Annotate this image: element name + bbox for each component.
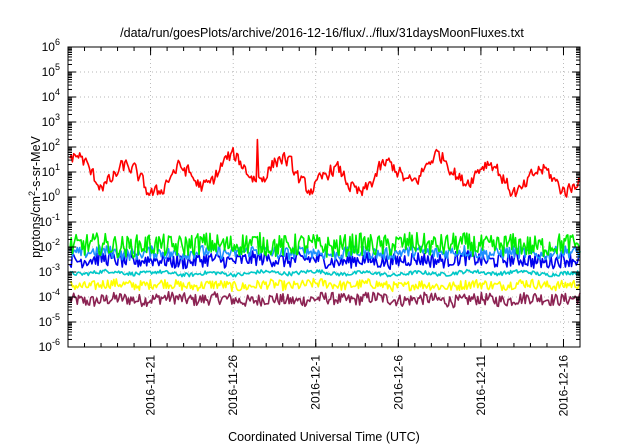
series-line — [69, 290, 581, 309]
data-series — [69, 138, 581, 309]
chart-title: /data/run/goesPlots/archive/2016-12-16/f… — [120, 26, 524, 40]
series-line — [69, 138, 581, 198]
y-tick-label: 103 — [42, 112, 60, 129]
y-tick-label: 106 — [42, 37, 60, 54]
y-axis-label: protons/cm2-s-sr-MeV — [27, 135, 43, 257]
x-tick-label: 2016-12-1 — [309, 355, 323, 410]
x-tick-label: 2016-12-16 — [556, 355, 570, 417]
series-line — [69, 277, 581, 293]
series-line — [69, 268, 581, 278]
x-tick-label: 2016-11-26 — [226, 355, 240, 416]
x-tick-label: 2016-11-21 — [144, 355, 158, 416]
x-axis-label: Coordinated Universal Time (UTC) — [228, 430, 420, 444]
y-tick-label: 10-5 — [39, 312, 60, 329]
y-tick-label: 105 — [42, 62, 60, 79]
x-tick-label: 2016-12-11 — [474, 355, 488, 416]
x-axis: 2016-11-21 2016-11-26 2016-12-1 2016-12-6 20… — [67, 47, 581, 417]
y-tick-label: 10-3 — [39, 262, 60, 279]
series-line — [69, 250, 581, 271]
y-tick-label: 10-6 — [39, 337, 60, 354]
series-line — [69, 231, 581, 259]
y-tick-label: 100 — [42, 187, 60, 204]
y-tick-label: 104 — [42, 87, 60, 104]
y-tick-label: 102 — [42, 137, 60, 154]
x-tick-label: 2016-12-6 — [391, 355, 405, 410]
y-tick-label: 10-4 — [39, 287, 60, 304]
y-tick-label: 101 — [42, 162, 60, 179]
